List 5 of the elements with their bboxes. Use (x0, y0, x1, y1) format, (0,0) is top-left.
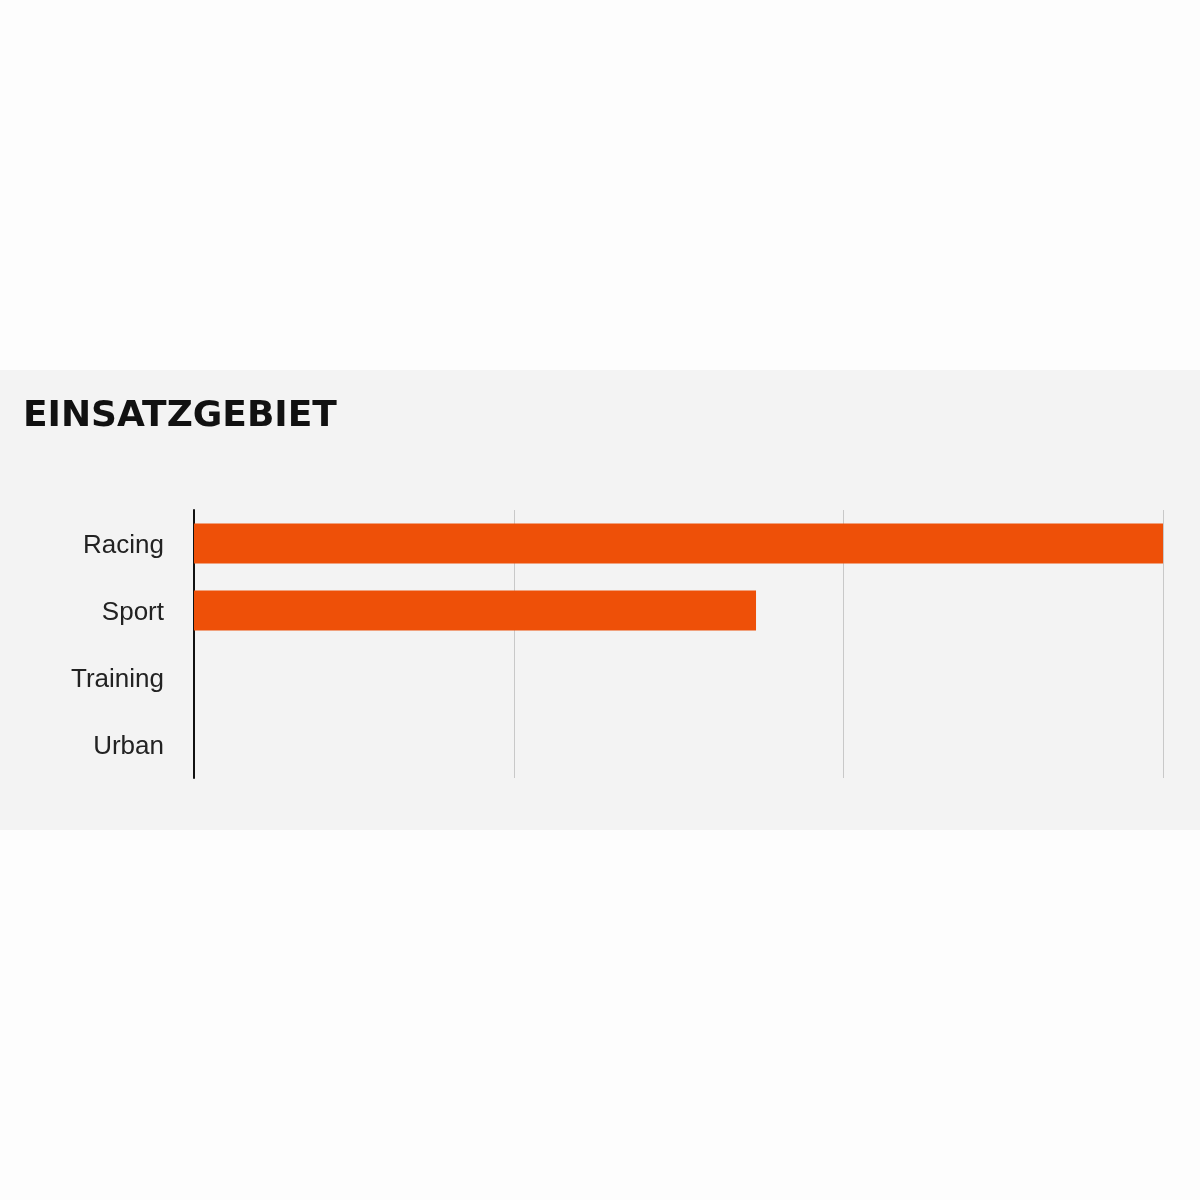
y-tick-label: Racing (83, 528, 164, 559)
y-tick-label: Training (71, 662, 164, 693)
y-tick-label: Urban (93, 729, 164, 760)
chart-title: EINSATZGEBIET (23, 392, 338, 434)
y-tick-label: Sport (101, 595, 165, 626)
